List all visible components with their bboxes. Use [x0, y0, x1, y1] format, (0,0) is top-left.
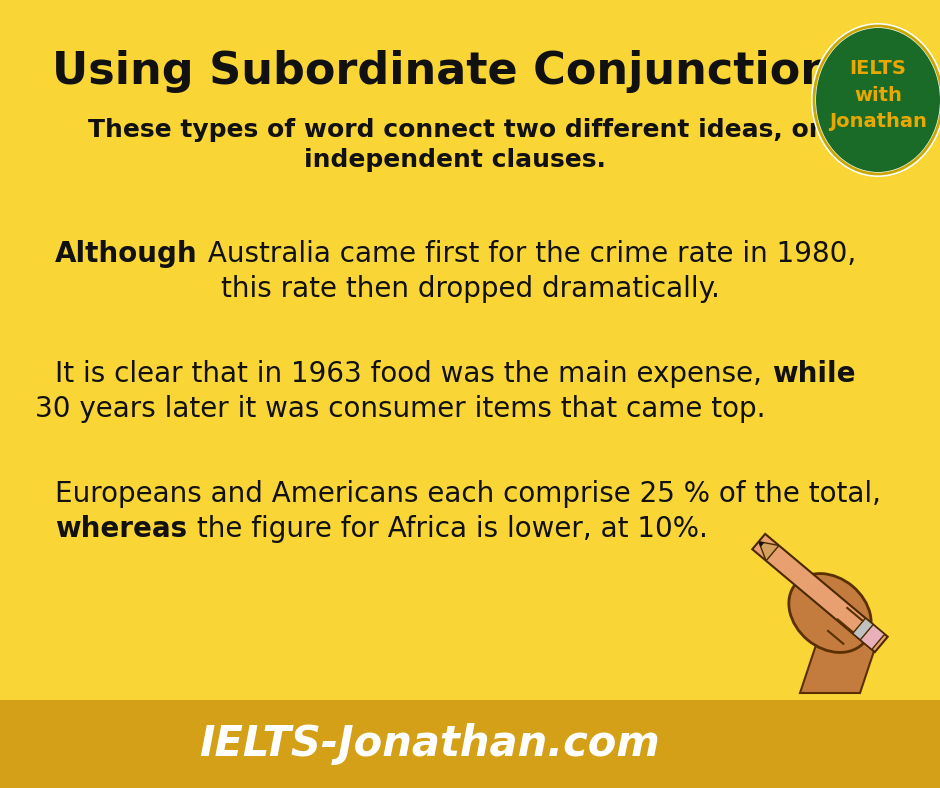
Bar [0, 700, 940, 788]
Text: It is clear that in 1963 food was the main expense,: It is clear that in 1963 food was the ma… [55, 360, 771, 388]
Text: Europeans and Americans each comprise 25 % of the total,: Europeans and Americans each comprise 25… [55, 480, 881, 508]
Polygon shape [859, 624, 885, 649]
Text: Using Subordinate Conjunctions: Using Subordinate Conjunctions [52, 50, 858, 93]
Text: this rate then dropped dramatically.: this rate then dropped dramatically. [221, 275, 719, 303]
Polygon shape [759, 541, 764, 547]
Text: 30 years later it was consumer items that came top.: 30 years later it was consumer items tha… [35, 395, 765, 423]
Polygon shape [752, 534, 887, 652]
Polygon shape [800, 633, 880, 693]
Text: Although: Although [55, 240, 197, 268]
Polygon shape [853, 618, 873, 640]
Text: IELTS-Jonathan.com: IELTS-Jonathan.com [199, 723, 661, 765]
Ellipse shape [816, 28, 940, 172]
Ellipse shape [811, 23, 940, 177]
Ellipse shape [789, 574, 871, 652]
Text: Australia came first for the crime rate in 1980,: Australia came first for the crime rate … [198, 240, 856, 268]
Text: These types of word connect two different ideas, or: These types of word connect two differen… [88, 118, 822, 142]
Text: independent clauses.: independent clauses. [304, 148, 606, 172]
Text: the figure for Africa is lower, at 10%.: the figure for Africa is lower, at 10%. [188, 515, 708, 543]
Text: while: while [772, 360, 855, 388]
Text: whereas: whereas [55, 515, 187, 543]
Text: IELTS
with
Jonathan: IELTS with Jonathan [829, 59, 927, 131]
Polygon shape [759, 541, 779, 561]
